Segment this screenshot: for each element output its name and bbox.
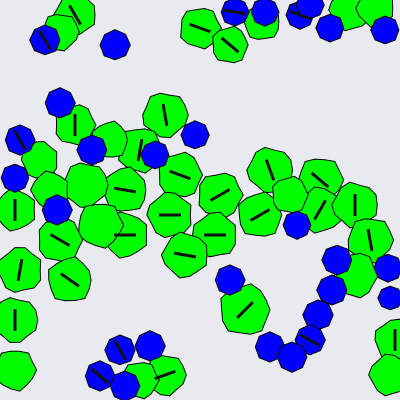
orientation-stick <box>38 29 52 51</box>
orientation-stick <box>154 369 176 381</box>
orientation-stick <box>113 339 127 361</box>
orientation-stick <box>173 251 197 259</box>
blue-cell <box>214 264 246 296</box>
blue-cell <box>377 285 400 311</box>
orientation-stick <box>209 188 231 202</box>
orientation-stick <box>13 129 27 151</box>
orientation-stick <box>90 367 110 385</box>
orientation-stick <box>189 22 211 34</box>
orientation-stick <box>236 301 254 319</box>
blue-cell <box>321 244 353 276</box>
blue-cell <box>373 253 400 283</box>
blue-cell <box>0 163 30 193</box>
orientation-stick <box>223 8 247 16</box>
green-cell <box>0 188 36 232</box>
orientation-stick <box>249 208 271 222</box>
blue-cell <box>370 15 400 45</box>
blue-cell <box>282 210 312 240</box>
blue-cell <box>44 87 76 119</box>
orientation-stick <box>113 186 137 194</box>
blue-cell <box>140 140 170 170</box>
blue-cell <box>316 274 348 306</box>
blue-cell <box>41 194 73 226</box>
orientation-stick <box>313 199 327 221</box>
green-cell <box>272 175 309 214</box>
blue-cell <box>250 0 280 27</box>
blue-cell <box>295 0 325 20</box>
blue-cell <box>134 330 166 362</box>
orientation-stick <box>136 138 144 162</box>
orientation-stick <box>299 333 321 347</box>
orientation-stick <box>264 159 276 181</box>
orientation-stick <box>161 103 169 127</box>
blue-cell <box>276 341 308 373</box>
blue-cell <box>180 120 210 150</box>
blue-cell <box>109 370 141 400</box>
green-cell <box>0 350 38 392</box>
orientation-stick <box>60 272 80 288</box>
blue-cell <box>302 299 334 331</box>
orientation-stick <box>220 36 240 54</box>
orientation-stick <box>310 171 330 189</box>
blue-cell <box>315 13 345 43</box>
green-cell <box>0 297 39 343</box>
green-cell <box>78 203 125 249</box>
blue-cell <box>99 29 131 61</box>
orientation-stick <box>16 258 24 282</box>
orientation-stick <box>289 9 311 21</box>
orientation-stick <box>169 169 191 181</box>
orientation-stick <box>366 228 374 252</box>
orientation-stick <box>49 233 71 247</box>
blue-cell <box>76 134 108 166</box>
orientation-stick <box>68 4 82 26</box>
